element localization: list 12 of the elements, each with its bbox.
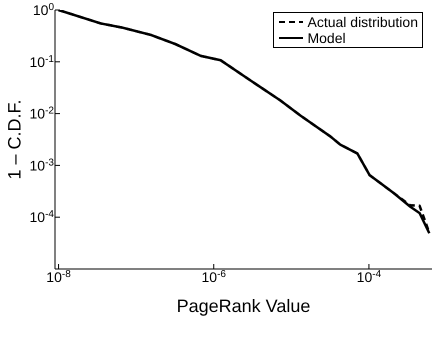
y-tick-label: 10$^{0}$ xyxy=(32,2,54,18)
y-axis-title: 1 – C.D.F. xyxy=(4,99,24,180)
y-tick-label: 10$^{-1}$ xyxy=(30,53,54,70)
x-tick-label: 10$^{-6}$ xyxy=(201,268,226,285)
x-axis-title: PageRank Value xyxy=(176,296,310,316)
x-tick-label: 10$^{-8}$ xyxy=(46,268,72,285)
legend-label: Actual distribution xyxy=(307,14,418,30)
legend-label: Model xyxy=(307,30,346,46)
y-tick-label: 10$^{-2}$ xyxy=(30,105,54,122)
x-tick-label: 10$^{-4}$ xyxy=(356,268,382,285)
y-tick-label: 10$^{-3}$ xyxy=(30,156,54,174)
y-tick-label: 10$^{-4}$ xyxy=(30,208,54,226)
